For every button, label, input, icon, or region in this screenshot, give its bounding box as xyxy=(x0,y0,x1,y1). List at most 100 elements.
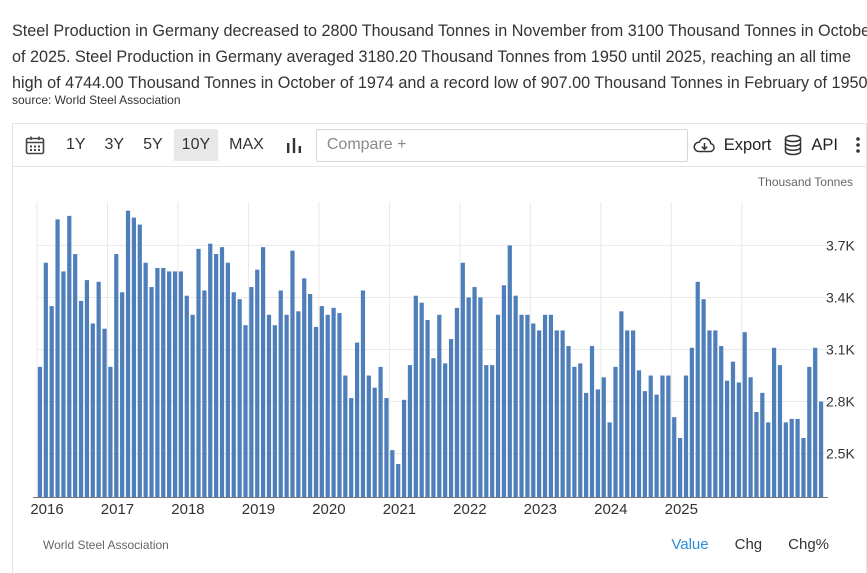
range-3y-button[interactable]: 3Y xyxy=(104,136,125,153)
bar[interactable] xyxy=(578,363,583,497)
bar[interactable] xyxy=(677,438,683,497)
bar[interactable] xyxy=(548,314,554,497)
bar[interactable] xyxy=(419,302,424,497)
bar[interactable] xyxy=(390,450,395,497)
bar[interactable] xyxy=(78,300,84,497)
bar[interactable] xyxy=(120,292,125,497)
bar[interactable] xyxy=(266,314,272,497)
bar[interactable] xyxy=(619,311,624,497)
bar[interactable] xyxy=(337,313,342,497)
bar[interactable] xyxy=(625,330,630,497)
bar[interactable] xyxy=(437,314,442,497)
range-5y-button[interactable]: 5Y xyxy=(143,136,163,153)
bar[interactable] xyxy=(196,248,201,497)
bar[interactable] xyxy=(683,375,689,497)
bar[interactable] xyxy=(219,247,225,497)
bar[interactable] xyxy=(378,366,383,497)
bar[interactable] xyxy=(777,365,783,497)
bar[interactable] xyxy=(689,347,694,497)
bar[interactable] xyxy=(537,330,542,497)
bar[interactable] xyxy=(490,365,495,497)
bar[interactable] xyxy=(61,271,66,497)
bar[interactable] xyxy=(560,330,565,497)
bar[interactable] xyxy=(554,330,559,497)
bar[interactable] xyxy=(443,363,448,497)
bar[interactable] xyxy=(155,267,160,497)
bar[interactable] xyxy=(754,411,759,497)
tab-value[interactable]: Value xyxy=(671,536,709,553)
bar[interactable] xyxy=(478,297,483,497)
bar[interactable] xyxy=(525,314,530,497)
bar[interactable] xyxy=(789,418,794,497)
bar[interactable] xyxy=(401,399,407,497)
bar[interactable] xyxy=(672,417,677,497)
bar[interactable] xyxy=(349,398,354,497)
bar[interactable] xyxy=(742,332,747,497)
bar[interactable] xyxy=(343,375,348,497)
bar[interactable] xyxy=(43,262,48,497)
tab-chg[interactable]: Chg xyxy=(734,536,763,553)
bar[interactable] xyxy=(108,366,113,497)
bar[interactable] xyxy=(413,295,418,497)
bar[interactable] xyxy=(278,290,283,498)
bar[interactable] xyxy=(90,323,95,497)
bar[interactable] xyxy=(601,377,606,497)
bar[interactable] xyxy=(261,247,266,497)
bar[interactable] xyxy=(783,422,788,497)
bar[interactable] xyxy=(531,323,536,497)
bar[interactable] xyxy=(631,330,636,497)
bar[interactable] xyxy=(208,243,213,497)
bar[interactable] xyxy=(648,375,653,497)
bar[interactable] xyxy=(636,370,642,497)
range-max-button[interactable]: MAX xyxy=(229,136,264,153)
bar[interactable] xyxy=(766,422,771,497)
bar[interactable] xyxy=(701,299,706,497)
bar[interactable] xyxy=(331,307,336,497)
bar[interactable] xyxy=(795,418,800,497)
calendar-icon[interactable] xyxy=(25,134,46,156)
bar[interactable] xyxy=(225,262,230,497)
bar[interactable] xyxy=(513,295,518,497)
bar[interactable] xyxy=(707,330,712,497)
bar[interactable] xyxy=(472,287,477,497)
bar[interactable] xyxy=(178,271,184,497)
bar[interactable] xyxy=(501,285,507,497)
bar[interactable] xyxy=(407,365,413,497)
bar[interactable] xyxy=(666,375,671,497)
bar[interactable] xyxy=(366,375,371,497)
bar[interactable] xyxy=(290,250,295,497)
bar[interactable] xyxy=(654,394,659,497)
more-options-icon[interactable] xyxy=(850,134,866,156)
bar[interactable] xyxy=(460,262,465,497)
bar[interactable] xyxy=(255,269,260,497)
bar[interactable] xyxy=(37,366,43,497)
bar[interactable] xyxy=(748,377,753,497)
bar[interactable] xyxy=(818,401,824,497)
bar[interactable] xyxy=(73,254,78,497)
bar[interactable] xyxy=(172,271,178,497)
bar[interactable] xyxy=(813,347,818,497)
bar[interactable] xyxy=(448,339,454,497)
bar[interactable] xyxy=(584,392,589,497)
bar[interactable] xyxy=(519,314,524,497)
bar[interactable] xyxy=(184,295,189,497)
bar[interactable] xyxy=(313,326,319,497)
bar[interactable] xyxy=(425,320,430,497)
bar[interactable] xyxy=(243,325,248,497)
api-button[interactable]: API xyxy=(783,134,838,156)
bar[interactable] xyxy=(642,391,647,497)
bar[interactable] xyxy=(49,306,54,497)
bar[interactable] xyxy=(372,387,377,497)
bar[interactable] xyxy=(801,438,806,497)
bar[interactable] xyxy=(102,328,107,497)
bar[interactable] xyxy=(143,262,148,497)
bar[interactable] xyxy=(302,278,307,497)
bar[interactable] xyxy=(613,366,618,497)
bar[interactable] xyxy=(454,307,460,497)
bar[interactable] xyxy=(149,287,154,497)
bar[interactable] xyxy=(484,365,489,497)
bar[interactable] xyxy=(736,382,741,497)
bar[interactable] xyxy=(566,346,571,497)
bar[interactable] xyxy=(724,380,730,497)
bar[interactable] xyxy=(131,217,137,497)
